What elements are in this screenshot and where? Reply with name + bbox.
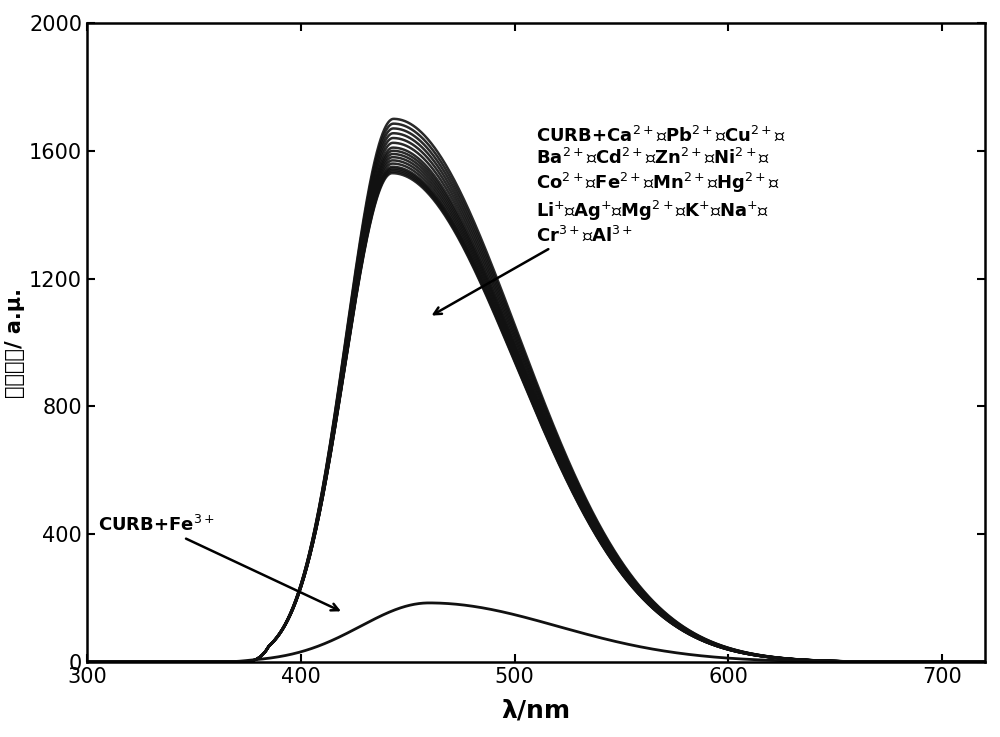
Text: CURB+Ca$^{2+}$、Pb$^{2+}$、Cu$^{2+}$、
Ba$^{2+}$、Cd$^{2+}$、Zn$^{2+}$、Ni$^{2+}$、
Co$: CURB+Ca$^{2+}$、Pb$^{2+}$、Cu$^{2+}$、 Ba$^… xyxy=(434,125,786,314)
Text: 荧光强度/ a.μ.: 荧光强度/ a.μ. xyxy=(5,287,25,397)
X-axis label: λ/nm: λ/nm xyxy=(501,698,571,722)
Text: CURB+Fe$^{3+}$: CURB+Fe$^{3+}$ xyxy=(98,514,339,610)
